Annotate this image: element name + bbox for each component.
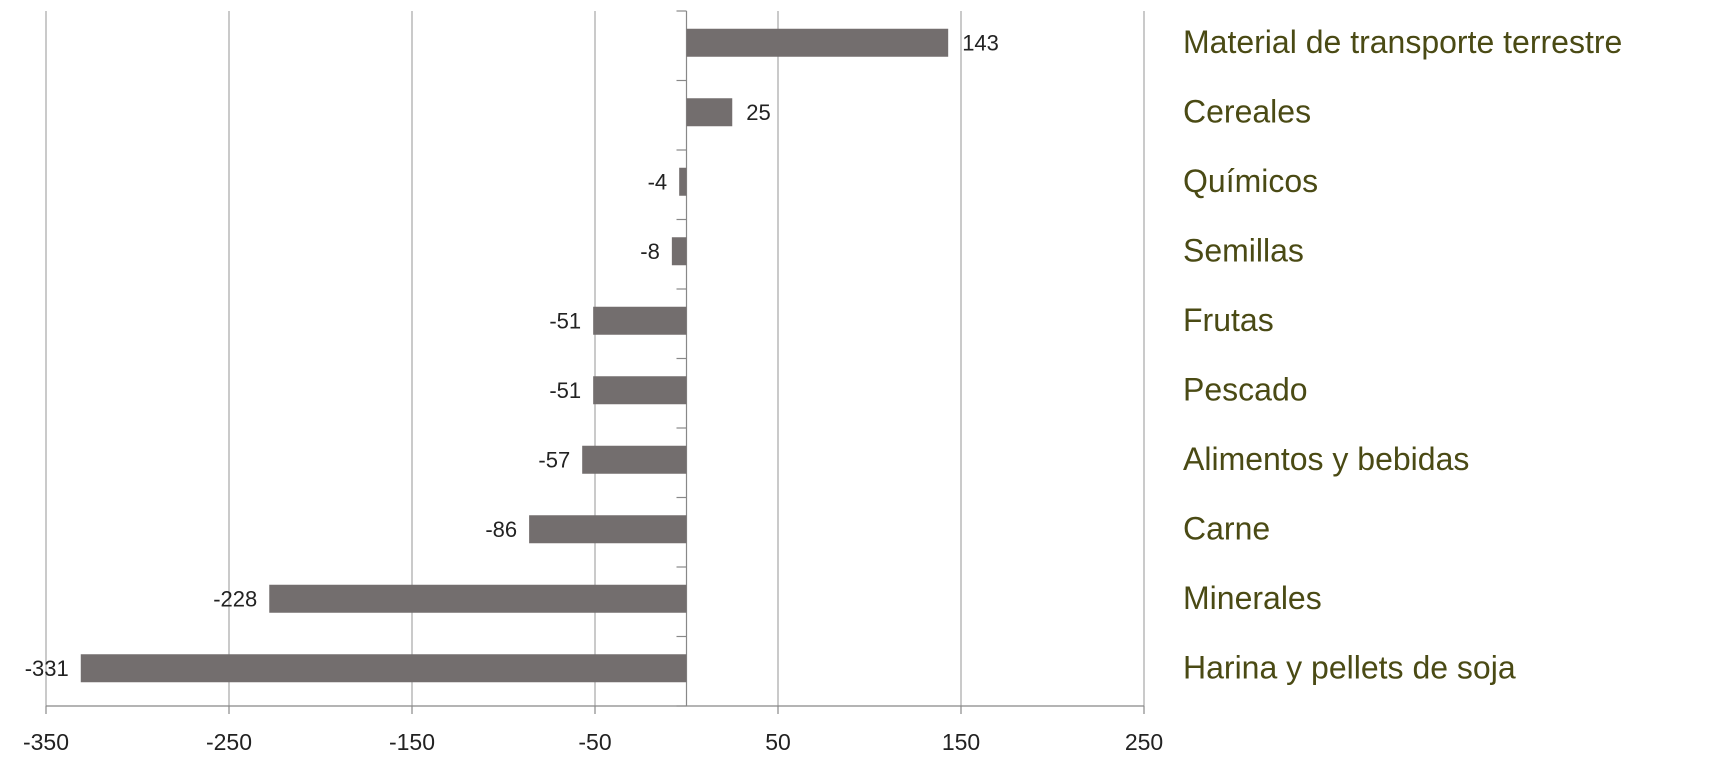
- category-label: Frutas: [1183, 302, 1274, 338]
- x-tick-label: -250: [206, 729, 252, 755]
- bar: [686, 28, 949, 57]
- data-label: -4: [648, 170, 668, 195]
- category-label: Químicos: [1183, 163, 1318, 199]
- bar: [529, 515, 687, 544]
- bar: [679, 167, 687, 196]
- category-label: Pescado: [1183, 372, 1308, 408]
- bar: [686, 98, 733, 127]
- data-label: -331: [25, 656, 69, 681]
- category-label: Alimentos y bebidas: [1183, 441, 1469, 477]
- x-tick-label: -150: [389, 729, 435, 755]
- bar: [593, 306, 687, 335]
- x-tick-label: 150: [942, 729, 980, 755]
- data-label: -57: [538, 448, 570, 473]
- data-label: 143: [962, 31, 999, 56]
- bar: [80, 654, 687, 683]
- data-label: 25: [746, 100, 770, 125]
- x-tick-label: -50: [578, 729, 611, 755]
- category-label: Carne: [1183, 511, 1270, 547]
- x-tick-label: 50: [765, 729, 791, 755]
- data-label: -86: [485, 517, 517, 542]
- category-label: Cereales: [1183, 94, 1311, 130]
- bar: [671, 237, 687, 266]
- category-label: Material de transporte terrestre: [1183, 24, 1622, 60]
- x-tick-label: -350: [23, 729, 69, 755]
- x-tick-label: 250: [1125, 729, 1163, 755]
- category-label: Harina y pellets de soja: [1183, 650, 1516, 686]
- data-label: -228: [213, 587, 257, 612]
- bar: [269, 584, 687, 613]
- data-label: -8: [640, 239, 660, 264]
- category-label: Semillas: [1183, 233, 1304, 269]
- bar: [593, 376, 687, 405]
- data-label: -51: [549, 378, 581, 403]
- category-label: Minerales: [1183, 580, 1322, 616]
- data-label: -51: [549, 309, 581, 334]
- bar: [582, 445, 687, 474]
